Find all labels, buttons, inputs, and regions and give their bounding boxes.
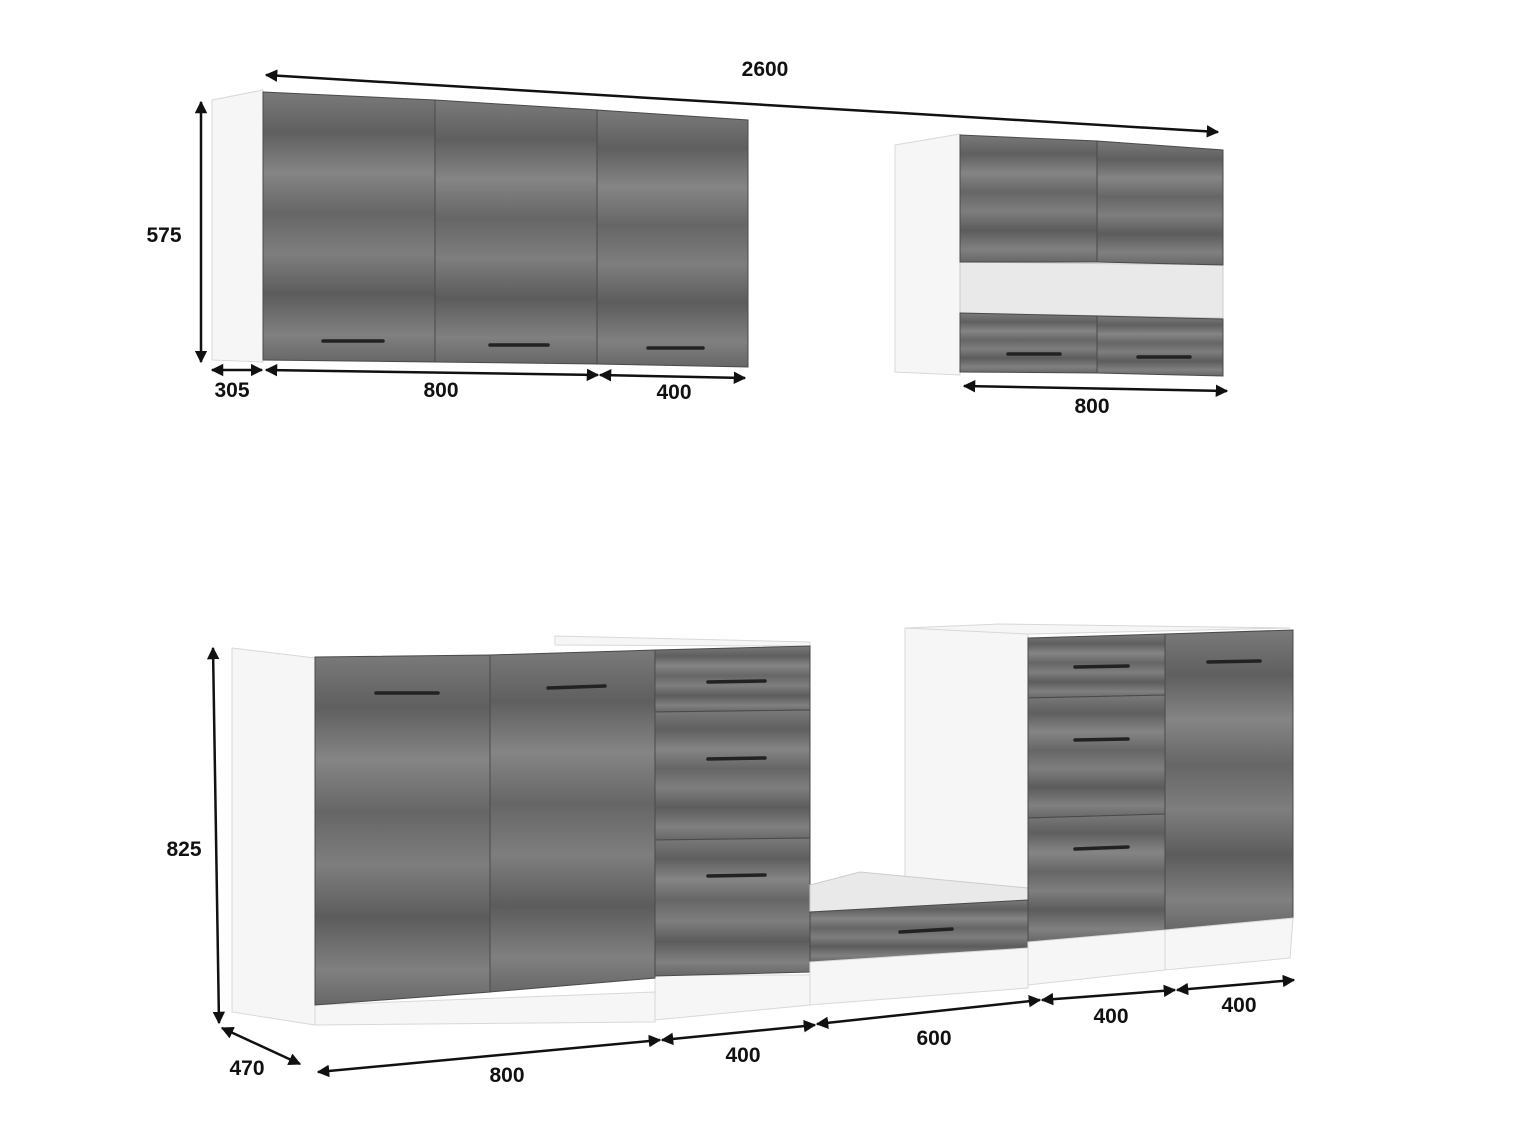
cabinet-door <box>1164 629 1294 931</box>
upper-right-cabinet <box>894 133 1224 377</box>
dimension-arrow <box>220 1026 302 1066</box>
cabinet-door <box>959 134 1098 263</box>
cabinet-flap <box>959 312 1098 374</box>
dimension-arrow <box>1040 984 1177 1006</box>
dimension-label-lower-width: 600 <box>916 1027 951 1050</box>
oven-housing-unit <box>809 627 1029 1006</box>
dimension-label-lower-height: 825 <box>166 838 201 861</box>
cabinet-door <box>434 99 598 365</box>
dimension-arrow <box>264 69 1220 138</box>
dimension-arrow <box>264 363 600 382</box>
plinth <box>809 947 1029 1006</box>
cabinet-side-panel <box>894 133 961 376</box>
drawer-handle <box>1073 737 1130 742</box>
cabinet-door <box>262 91 436 363</box>
drawer-front <box>654 837 811 977</box>
dimension-label-lower-width: 800 <box>489 1064 524 1087</box>
dimension-lines <box>194 69 1296 1078</box>
cabinet-door <box>314 654 491 1006</box>
dimension-arrow <box>962 379 1229 398</box>
drawer-front <box>1027 813 1166 943</box>
dimension-arrow <box>206 646 226 1025</box>
drawer-handle <box>706 873 767 878</box>
dimension-label-lower-width: 400 <box>725 1044 760 1067</box>
open-shelf <box>959 261 1224 319</box>
dimension-label-lower-width: 400 <box>1221 994 1256 1017</box>
drawer-front <box>654 709 811 841</box>
dimension-label-total-width: 2600 <box>742 58 789 81</box>
drawer-front <box>654 645 811 713</box>
dimension-label-lower-depth: 470 <box>229 1057 264 1080</box>
plinth <box>1164 917 1294 971</box>
dimension-label-lower-width: 400 <box>1093 1005 1128 1028</box>
dimension-arrow <box>1175 974 1296 996</box>
lower-left-unit <box>231 635 811 1026</box>
dimension-arrow <box>598 368 747 385</box>
dimension-arrow <box>660 1019 817 1046</box>
upper-left-cabinet <box>211 89 749 368</box>
drawer-handle <box>1073 845 1130 851</box>
countertop <box>554 635 811 647</box>
cabinet-door <box>1096 140 1224 266</box>
door-handle <box>1206 659 1262 664</box>
lower-right-unit <box>904 623 1294 986</box>
dimension-label-upper-width: 400 <box>656 381 691 404</box>
plinth <box>654 974 811 1021</box>
plinth <box>314 991 656 1026</box>
dimension-arrow <box>316 1034 662 1078</box>
cabinet-side-panel <box>231 647 316 1026</box>
drawer-front <box>1027 694 1166 819</box>
cabinet-door <box>596 109 749 368</box>
door-handle <box>546 684 607 690</box>
drawer-handle <box>1073 664 1130 669</box>
dimension-label-upper-depth: 305 <box>214 379 249 402</box>
drawer-handle <box>706 756 767 761</box>
cabinet-flap <box>1096 315 1224 377</box>
countertop <box>904 623 1291 635</box>
cabinet-side-panel <box>211 89 264 363</box>
dimension-label-upper-width: 800 <box>1074 395 1109 418</box>
drawer-handle <box>706 679 767 684</box>
dimension-label-upper-height: 575 <box>146 224 181 247</box>
dimension-labels: 2600 575 305 800 400 800 825 470 800 400… <box>146 58 1256 1087</box>
dimension-label-upper-width: 800 <box>423 379 458 402</box>
drawer-handle <box>898 927 954 934</box>
dimension-arrow <box>815 994 1042 1030</box>
cabinet-door <box>489 649 656 993</box>
tall-side-panel <box>904 627 1029 901</box>
